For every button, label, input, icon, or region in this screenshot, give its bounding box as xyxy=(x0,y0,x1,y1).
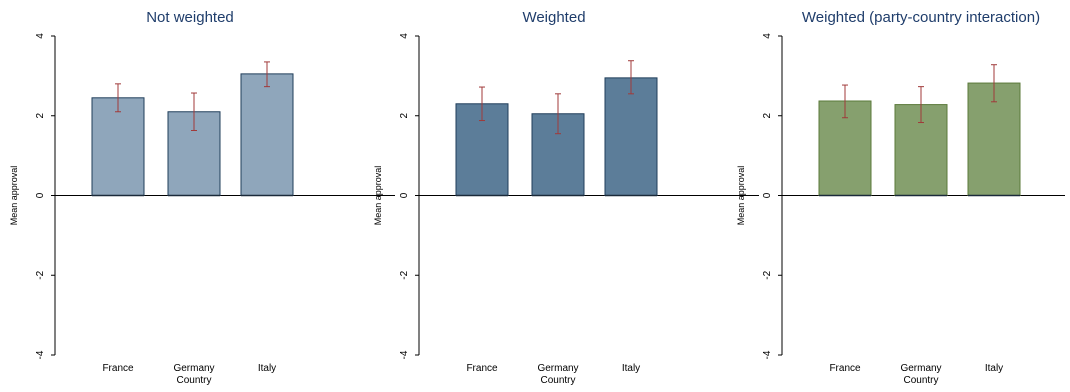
x-tick-label-italy: Italy xyxy=(985,363,1003,374)
y-tick-label: 4 xyxy=(762,33,773,39)
x-tick-label-germany: Germany xyxy=(537,363,578,374)
chart-panel-3: Weighted (party-country interaction) -4 -2… xyxy=(736,9,1065,386)
y-tick-label: 2 xyxy=(762,113,773,119)
y-tick-label: -4 xyxy=(762,350,773,359)
x-tick-label-france: France xyxy=(466,363,498,374)
x-tick-label-germany: Germany xyxy=(173,363,214,374)
chart-panel-1: Not weighted -4 -2 0 2 4 Mean approval France Ge… xyxy=(9,9,395,386)
y-tick-label: 2 xyxy=(399,113,410,119)
x-tick-label-italy: Italy xyxy=(622,363,640,374)
x-axis-label: Country xyxy=(903,375,938,386)
y-axis-label: Mean approval xyxy=(736,166,746,226)
x-tick-label-germany: Germany xyxy=(900,363,941,374)
y-axis-label: Mean approval xyxy=(9,166,19,226)
y-tick-label: 0 xyxy=(399,192,410,198)
y-tick-label: -2 xyxy=(762,270,773,279)
chart-title: Weighted xyxy=(522,9,585,26)
y-tick-label: 0 xyxy=(762,192,773,198)
y-tick-label: -4 xyxy=(399,350,410,359)
x-axis-label: Country xyxy=(176,375,211,386)
y-tick-label: -2 xyxy=(399,270,410,279)
y-tick-label: 2 xyxy=(35,113,46,119)
y-tick-label: 4 xyxy=(35,33,46,39)
y-tick-label: -4 xyxy=(35,350,46,359)
bar-italy xyxy=(604,77,658,196)
x-tick-label-france: France xyxy=(829,363,861,374)
x-tick-label-france: France xyxy=(102,363,134,374)
y-tick-label: 0 xyxy=(35,192,46,198)
chart-title: Weighted (party-country interaction) xyxy=(802,9,1040,26)
y-tick-label: -2 xyxy=(35,270,46,279)
chart-panel-2: Weighted -4 -2 0 2 4 Mean approval France German… xyxy=(373,9,759,386)
y-axis-label: Mean approval xyxy=(373,166,383,226)
x-tick-label-italy: Italy xyxy=(258,363,276,374)
y-tick-label: 4 xyxy=(399,33,410,39)
bar-italy xyxy=(240,73,294,196)
x-axis-label: Country xyxy=(540,375,575,386)
chart-title: Not weighted xyxy=(146,9,234,26)
bar-france xyxy=(91,97,145,196)
